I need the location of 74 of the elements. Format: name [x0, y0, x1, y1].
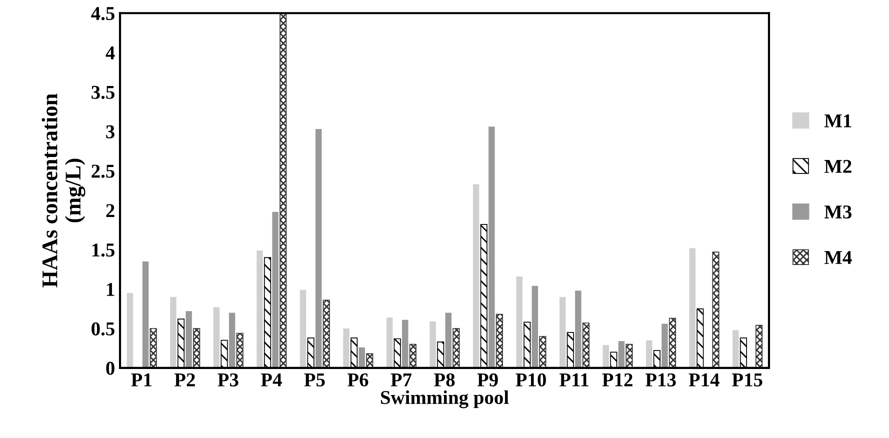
bar — [358, 347, 365, 368]
y-tick-label: 2 — [106, 204, 114, 217]
bar — [689, 248, 696, 368]
bar — [430, 321, 436, 368]
bar — [712, 252, 720, 368]
y-tick-label: 0 — [106, 362, 114, 375]
x-tick-label: P3 — [218, 373, 238, 386]
bar — [186, 311, 192, 368]
bar — [300, 290, 306, 368]
bar — [236, 332, 244, 368]
bar — [539, 336, 546, 368]
y-tick-label: 2.5 — [92, 164, 114, 178]
legend-label: M2 — [824, 160, 852, 173]
bar — [193, 328, 200, 368]
bar — [516, 276, 522, 368]
bar — [496, 314, 503, 368]
bar — [559, 296, 566, 368]
bar — [256, 250, 263, 368]
bar — [602, 345, 609, 368]
bar — [532, 286, 538, 368]
bar — [662, 324, 668, 368]
y-tick-label: 1 — [106, 282, 114, 296]
x-tick-label: P12 — [602, 373, 632, 386]
bar — [126, 293, 134, 368]
bar — [142, 261, 149, 368]
bar — [402, 320, 408, 368]
bar — [386, 317, 393, 368]
bar — [452, 328, 460, 368]
bar — [315, 129, 322, 368]
bar — [272, 212, 278, 368]
legend-label: M3 — [824, 205, 852, 219]
x-tick-label: P1 — [131, 373, 152, 386]
x-tick-label: P7 — [390, 374, 412, 386]
bar — [170, 296, 176, 368]
bar — [343, 328, 350, 368]
bar — [756, 324, 763, 368]
y-axis-title: HAAs concentration (mg/L) — [42, 94, 86, 288]
bar — [472, 184, 480, 368]
bar — [150, 328, 157, 368]
bar — [582, 322, 590, 368]
x-tick-label: P5 — [304, 374, 325, 386]
bar — [575, 290, 582, 368]
bar — [213, 307, 220, 368]
y-tick-label: 1.5 — [92, 244, 114, 257]
x-tick-label: P13 — [645, 373, 676, 386]
x-tick-label: P11 — [560, 373, 588, 386]
legend-label: M1 — [824, 114, 852, 128]
bar — [280, 13, 287, 368]
bar — [732, 330, 739, 368]
y-tick-label: 4.5 — [91, 7, 114, 20]
bar — [409, 344, 416, 368]
bar — [445, 312, 452, 368]
bar — [322, 300, 330, 368]
bar — [646, 340, 652, 368]
y-tick-label: 3 — [106, 125, 114, 138]
x-axis-title: Swimming pool — [380, 390, 509, 408]
x-tick-label: P8 — [434, 373, 455, 386]
bar — [618, 341, 625, 368]
x-tick-label: P14 — [688, 373, 720, 386]
y-tick-label: 4 — [106, 46, 115, 60]
x-tick-label: P15 — [732, 373, 762, 386]
x-tick-label: P2 — [174, 373, 195, 386]
x-tick-label: P6 — [348, 373, 368, 386]
y-tick-label: 3.5 — [92, 86, 114, 100]
bar — [626, 344, 633, 368]
bar — [488, 126, 495, 368]
bar — [668, 318, 676, 368]
legend-label: M4 — [824, 251, 852, 264]
x-tick-label: P4 — [260, 373, 282, 386]
y-tick-label: 0.5 — [92, 322, 114, 336]
x-tick-label: P10 — [516, 373, 546, 386]
x-tick-label: P9 — [477, 373, 498, 386]
bar — [366, 353, 374, 368]
bar — [228, 312, 236, 368]
